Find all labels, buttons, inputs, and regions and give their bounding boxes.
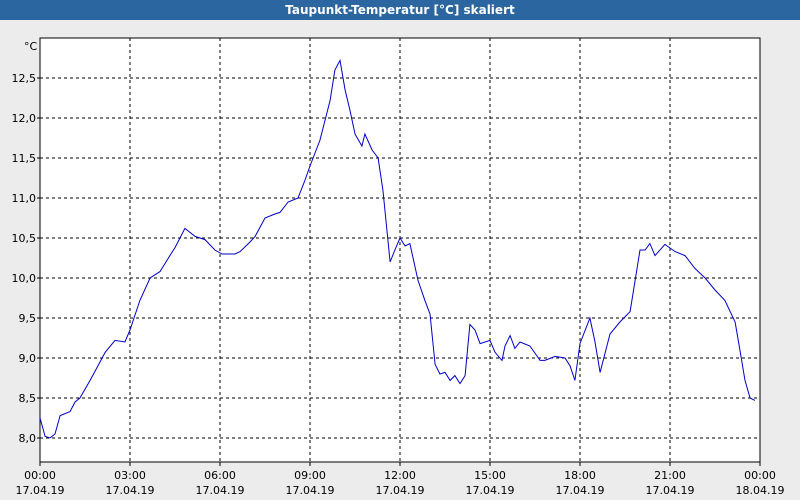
x-tick-date: 17.04.19 <box>196 484 245 497</box>
x-tick-date: 17.04.19 <box>466 484 515 497</box>
x-tick-label: 00:00 <box>24 469 56 482</box>
x-tick-date: 17.04.19 <box>376 484 425 497</box>
y-tick-label: 9,0 <box>19 352 37 365</box>
y-tick-label: 11,5 <box>12 152 37 165</box>
x-tick-label: 06:00 <box>204 469 236 482</box>
x-tick-label: 21:00 <box>654 469 686 482</box>
y-axis-unit: °C <box>24 40 38 53</box>
y-tick-label: 12,0 <box>12 112 37 125</box>
x-tick-date: 17.04.19 <box>106 484 155 497</box>
y-tick-label: 9,5 <box>19 312 37 325</box>
x-tick-label: 03:00 <box>114 469 146 482</box>
y-tick-label: 8,5 <box>19 392 37 405</box>
y-tick-label: 10,5 <box>12 232 37 245</box>
data-line <box>39 58 756 439</box>
x-tick-label: 12:00 <box>384 469 416 482</box>
plot-border <box>39 37 761 463</box>
x-tick-date: 17.04.19 <box>16 484 65 497</box>
y-tick-label: 12,5 <box>12 72 37 85</box>
x-tick-date: 17.04.19 <box>646 484 695 497</box>
chart-title: Taupunkt-Temperatur [°C] skaliert <box>285 3 515 17</box>
x-tick-label: 15:00 <box>474 469 506 482</box>
x-tick-label: 18:00 <box>564 469 596 482</box>
x-tick-date: 18.04.19 <box>736 484 785 497</box>
title-bar <box>0 0 800 20</box>
x-tick-date: 17.04.19 <box>286 484 335 497</box>
y-tick-label: 11,0 <box>12 192 37 205</box>
y-tick-label: 8,0 <box>19 432 37 445</box>
x-tick-date: 17.04.19 <box>556 484 605 497</box>
y-tick-label: 10,0 <box>12 272 37 285</box>
x-tick-label: 09:00 <box>294 469 326 482</box>
x-tick-label: 00:00 <box>744 469 776 482</box>
